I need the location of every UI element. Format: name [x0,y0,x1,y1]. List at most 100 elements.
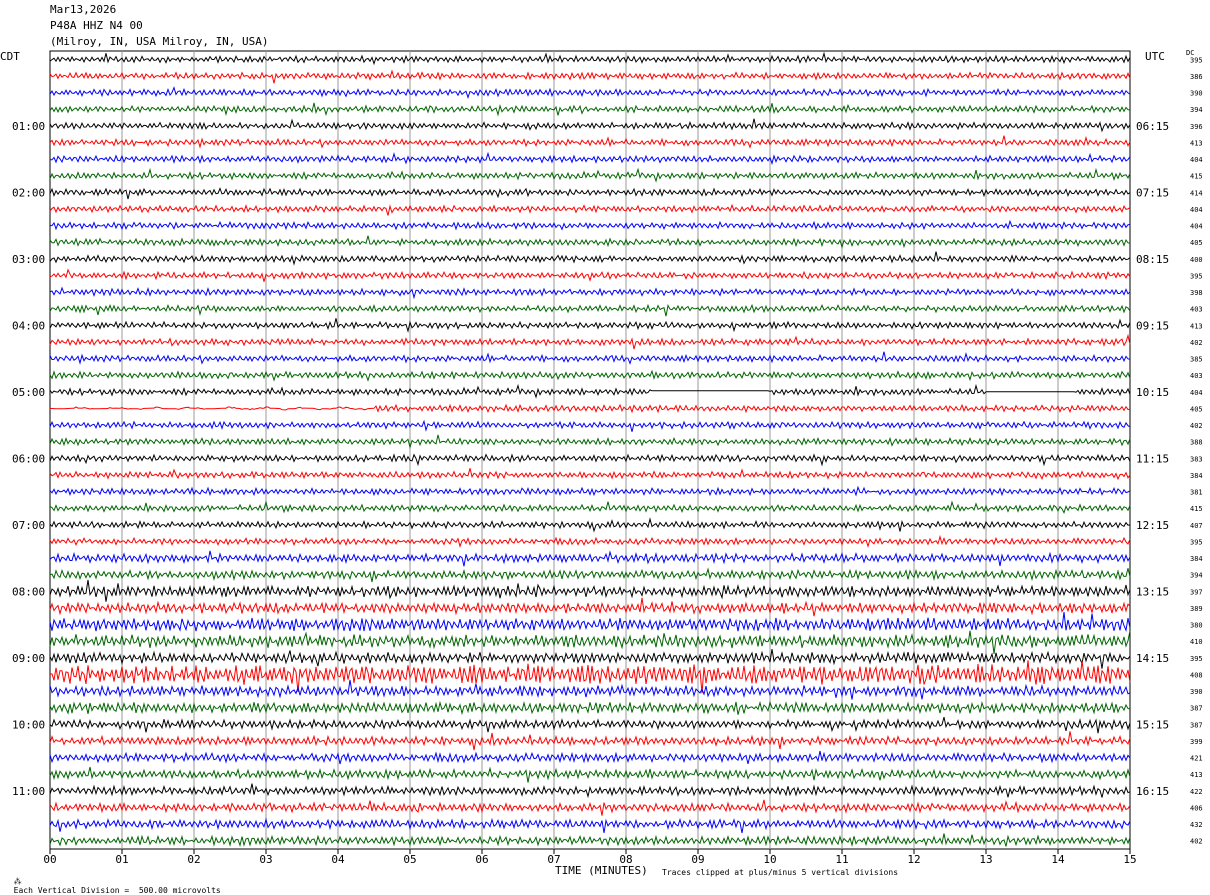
trace-line [49,750,1131,765]
trace-dc-value: 395 [1190,538,1203,546]
trace-line [49,700,1131,716]
right-hour-label: 14:15 [1136,652,1169,665]
trace-dc-value: 404 [1190,223,1203,231]
trace-line [49,333,1131,350]
x-tick-label: 04 [331,853,345,866]
trace-line [49,550,1131,567]
x-tick-label: 10 [763,853,776,866]
trace-dc-value: 432 [1190,821,1203,829]
trace-dc-value: 380 [1190,622,1203,630]
right-hour-label: 13:15 [1136,585,1169,598]
right-hour-label: 09:15 [1136,319,1169,332]
x-tick-label: 00 [43,853,56,866]
right-axis-title: UTC [1145,50,1165,63]
trace-line [49,286,1131,300]
trace-dc-value: 406 [1190,804,1203,812]
trace-line [49,369,1131,382]
dc-title: DC [1186,49,1195,57]
x-tick-label: 05 [403,853,416,866]
trace-dc-value: 389 [1190,605,1203,613]
x-tick-label: 11 [835,853,848,866]
trace-line [49,833,1131,848]
trace-dc-value: 402 [1190,838,1203,846]
footer-scale-icon: ⁂ [13,877,22,886]
trace-dc-value: 390 [1190,688,1203,696]
trace-line [49,351,1131,365]
trace-line [49,135,1131,149]
trace-dc-value: 403 [1190,306,1203,314]
left-hour-label: 05:00 [12,386,45,399]
trace-dc-value: 408 [1190,671,1203,679]
trace-dc-value: 390 [1190,90,1203,98]
x-tick-label: 09 [691,853,704,866]
trace-dc-value: 384 [1190,555,1203,563]
x-tick-label: 13 [979,853,992,866]
left-hour-label: 03:00 [12,253,45,266]
trace-line [49,500,1131,514]
trace-line [50,219,1131,231]
trace-line [49,268,1131,282]
right-hour-label: 10:15 [1136,386,1169,399]
left-hour-label: 10:00 [12,718,45,731]
trace-line [49,799,1131,816]
right-hour-label: 11:15 [1136,452,1169,465]
trace-line [49,611,1131,632]
trace-dc-value: 386 [1190,73,1203,81]
trace-line [49,167,1131,183]
trace-dc-value: 400 [1190,256,1203,264]
trace-line [49,485,1131,497]
trace-line [49,86,1131,99]
left-hour-label: 01:00 [12,120,45,133]
left-hour-label: 07:00 [12,519,45,532]
header-location: (Milroy, IN, USA Milroy, IN, USA) [50,35,269,48]
trace-dc-value: 383 [1190,455,1203,463]
x-tick-label: 03 [259,853,272,866]
trace-dc-value: 395 [1190,655,1203,663]
left-hour-label: 02:00 [12,186,45,199]
trace-line [49,203,1131,216]
trace-line [49,579,1131,602]
x-tick-label: 01 [115,853,128,866]
header-station: P48A HHZ N4 00 [50,19,143,32]
right-hour-label: 15:15 [1136,718,1169,731]
left-hour-label: 11:00 [12,785,45,798]
footer-scale-note: ⁂ Each Vertical Division = 500.00 microv… [4,868,221,895]
left-hour-label: 04:00 [12,319,45,332]
trace-line [49,235,1131,249]
trace-dc-value: 384 [1190,472,1203,480]
trace-dc-value: 407 [1190,522,1203,530]
x-tick-label: 02 [187,853,200,866]
x-tick-label: 08 [619,853,632,866]
right-hour-label: 06:15 [1136,120,1169,133]
trace-line [49,783,1131,799]
trace-dc-value: 403 [1190,372,1203,380]
trace-dc-value: 395 [1190,56,1203,64]
trace-line [49,118,1131,133]
trace-dc-value: 388 [1190,439,1203,447]
trace-dc-value: 398 [1190,289,1203,297]
trace-dc-value: 422 [1190,788,1203,796]
trace-dc-value: 387 [1190,705,1203,713]
trace-dc-value: 402 [1190,339,1203,347]
trace-line [49,630,1131,654]
trace-line [49,434,1131,450]
trace-dc-value: 410 [1190,638,1203,646]
trace-line [49,517,1131,533]
trace-dc-value: 387 [1190,721,1203,729]
trace-line [49,303,1131,317]
trace-line [49,597,1131,617]
trace-dc-value: 381 [1190,489,1203,497]
trace-line [49,251,1131,266]
trace-dc-value: 404 [1190,389,1203,397]
trace-line [49,453,1131,467]
trace-dc-value: 415 [1190,173,1203,181]
trace-line [49,419,1131,432]
plot-frame [49,50,1131,850]
trace-line [49,318,1131,334]
right-hour-label: 08:15 [1136,253,1169,266]
trace-dc-value: 414 [1190,189,1203,197]
right-hour-label: 12:15 [1136,519,1169,532]
trace-dc-value: 399 [1190,738,1203,746]
footer-scale-text: Each Vertical Division = 500.00 microvol… [13,886,221,895]
trace-dc-value: 394 [1190,572,1203,580]
